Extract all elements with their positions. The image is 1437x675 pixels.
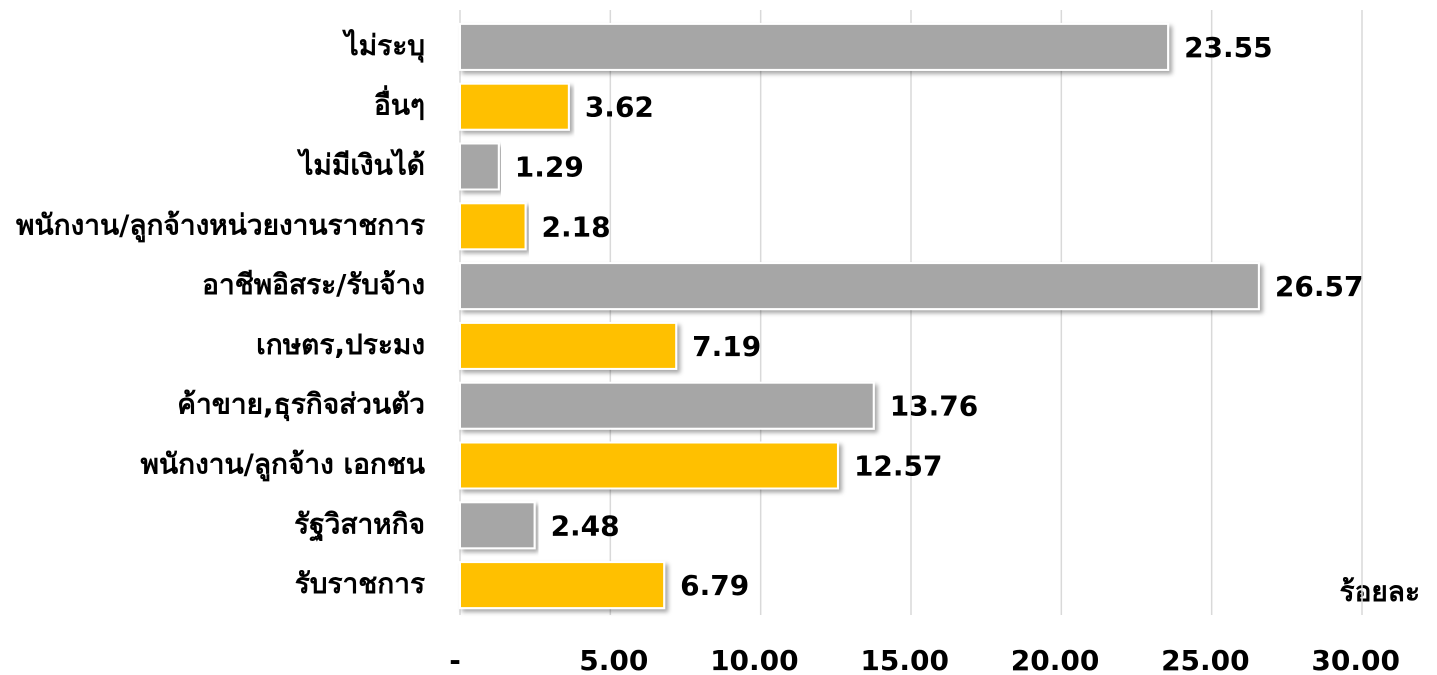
value-label: 13.76 bbox=[890, 390, 979, 423]
x-tick-label: 15.00 bbox=[860, 644, 949, 675]
y-tick-label: รัฐวิสาหกิจ bbox=[294, 507, 425, 542]
y-tick-label: อื่นๆ bbox=[374, 85, 425, 122]
bar bbox=[459, 142, 500, 191]
value-label: 2.18 bbox=[542, 210, 611, 243]
x-tick-label: 20.00 bbox=[1011, 644, 1100, 675]
value-label: 26.57 bbox=[1275, 270, 1364, 303]
value-label: 2.48 bbox=[551, 509, 620, 542]
value-label: 12.57 bbox=[854, 450, 943, 483]
bar bbox=[459, 441, 839, 490]
value-label: 6.79 bbox=[680, 569, 749, 602]
bar bbox=[459, 321, 678, 370]
bar bbox=[459, 202, 527, 251]
x-tick-label: - bbox=[449, 644, 461, 675]
y-tick-label: รับราชการ bbox=[295, 567, 425, 600]
bar bbox=[459, 22, 1170, 71]
value-label: 23.55 bbox=[1184, 31, 1273, 64]
x-tick-label: 25.00 bbox=[1161, 644, 1250, 675]
y-tick-label: เกษตร,ประมง bbox=[256, 328, 425, 361]
bar bbox=[459, 561, 666, 610]
bar bbox=[459, 381, 875, 430]
x-tick-label: 30.00 bbox=[1311, 644, 1400, 675]
value-label: 3.62 bbox=[585, 91, 654, 124]
y-tick-label: พนักงาน/ลูกจ้างหน่วยงานราชการ bbox=[16, 208, 425, 242]
value-label: 1.29 bbox=[515, 151, 584, 184]
bar bbox=[459, 501, 536, 550]
x-tick-label: 5.00 bbox=[579, 644, 648, 675]
x-tick-label: 10.00 bbox=[710, 644, 799, 675]
value-label: 7.19 bbox=[692, 330, 761, 363]
bar bbox=[459, 82, 570, 131]
y-tick-label: ไม่มีเงินได้ bbox=[296, 149, 425, 182]
y-tick-label: ไม่ระบุ bbox=[342, 29, 425, 63]
x-axis-label: ร้อยละ bbox=[1340, 575, 1420, 608]
y-tick-label: พนักงาน/ลูกจ้าง เอกชน bbox=[141, 448, 425, 482]
y-tick-label: ค้าขาย,ธุรกิจส่วนตัว bbox=[177, 388, 425, 422]
bar bbox=[459, 262, 1260, 311]
y-tick-label: อาชีพอิสระ/รับจ้าง bbox=[202, 268, 425, 301]
